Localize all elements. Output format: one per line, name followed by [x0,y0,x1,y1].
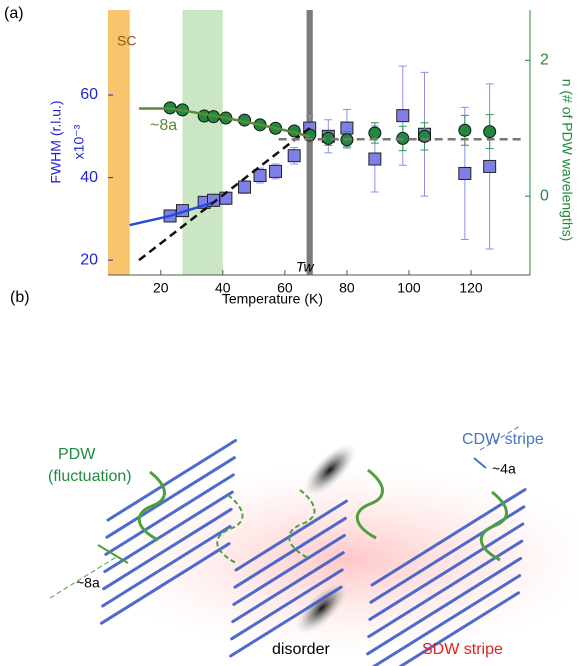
pdw-wave [355,468,384,540]
pdw-wave [479,490,508,562]
stripe [103,490,234,574]
stripe [368,522,525,621]
panel-label: (a) [4,5,24,22]
band [108,10,130,275]
stripe [232,534,346,606]
stripe [231,551,345,624]
data-point [269,164,283,178]
y-tick-label: 60 [80,86,98,103]
stripe [370,488,527,587]
annotation: Tw [296,259,315,275]
pdw-wave [288,489,316,559]
guide [49,555,119,599]
schematic: (b) PDW (fluctuation) CDW stripe ~4a ~8a… [10,289,579,666]
spacing-label: ~8a [76,575,100,591]
spacing-label: ~4a [492,461,516,477]
stripe [102,507,233,591]
x-tick-label: 40 [215,280,231,296]
stripe [234,499,348,572]
pdw-wave [216,494,244,564]
stripe [106,439,237,522]
disorder-label: disorder [272,641,330,658]
disorder-blob [296,582,348,634]
pdw-wave [137,470,166,542]
data-point [483,159,497,173]
x-tick-label: 20 [153,280,169,296]
x-tick-label: 120 [459,280,483,296]
pdw-waves [137,468,508,564]
data-point [458,123,472,137]
stripe [233,516,347,589]
band [306,10,313,275]
plot: 20 40 60 80 100 120 20 40 60 0 2 [80,10,549,296]
sdw-glow [100,465,579,655]
y-axis-unit: x10⁻³ [71,124,87,159]
x-axis-title: Temperature (K) [222,291,323,307]
y2-axis-title: n (# of PDW wavelengths) [559,79,575,242]
data-point [287,149,301,163]
annotation: SC [117,33,136,49]
y2-tick-label: 2 [540,52,549,69]
sdw-label: SDW stripe [422,641,503,658]
x-tick-label: 80 [339,280,355,296]
stripe [366,556,523,656]
disorder-blob [304,444,356,496]
stripes [100,439,527,666]
panel-label: (b) [10,289,30,306]
stripe [100,542,231,625]
data-point [253,169,267,183]
arrow [473,457,487,469]
data-point [368,152,382,166]
data-point [396,109,410,123]
data-point [368,126,382,140]
band [182,10,223,275]
arrow [97,544,129,564]
data-point [458,166,472,180]
y2-tick-label: 0 [540,187,549,204]
y-tick-label: 20 [80,251,98,268]
stripe [229,585,343,658]
cdw-label: CDW stripe [462,431,544,448]
data-point [483,125,497,139]
data-point [418,129,431,143]
pdw-label: PDW [58,446,96,463]
pdw-note: (fluctuation) [48,468,132,485]
stripe [105,456,236,539]
stripe [371,574,522,666]
stripe [104,473,235,556]
x-tick-label: 60 [277,280,293,296]
fit-line [139,107,310,138]
y-axis-title: FWHM (r.l.u.) [48,100,64,183]
stripe [101,525,232,608]
annotation: ~8a [150,117,177,134]
data-point [238,180,252,194]
fit-line [129,201,214,227]
stripe [230,568,344,641]
y-tick-label: 40 [80,169,98,186]
fit-line [138,127,311,262]
stripe [398,591,521,666]
x-tick-label: 100 [397,280,421,296]
